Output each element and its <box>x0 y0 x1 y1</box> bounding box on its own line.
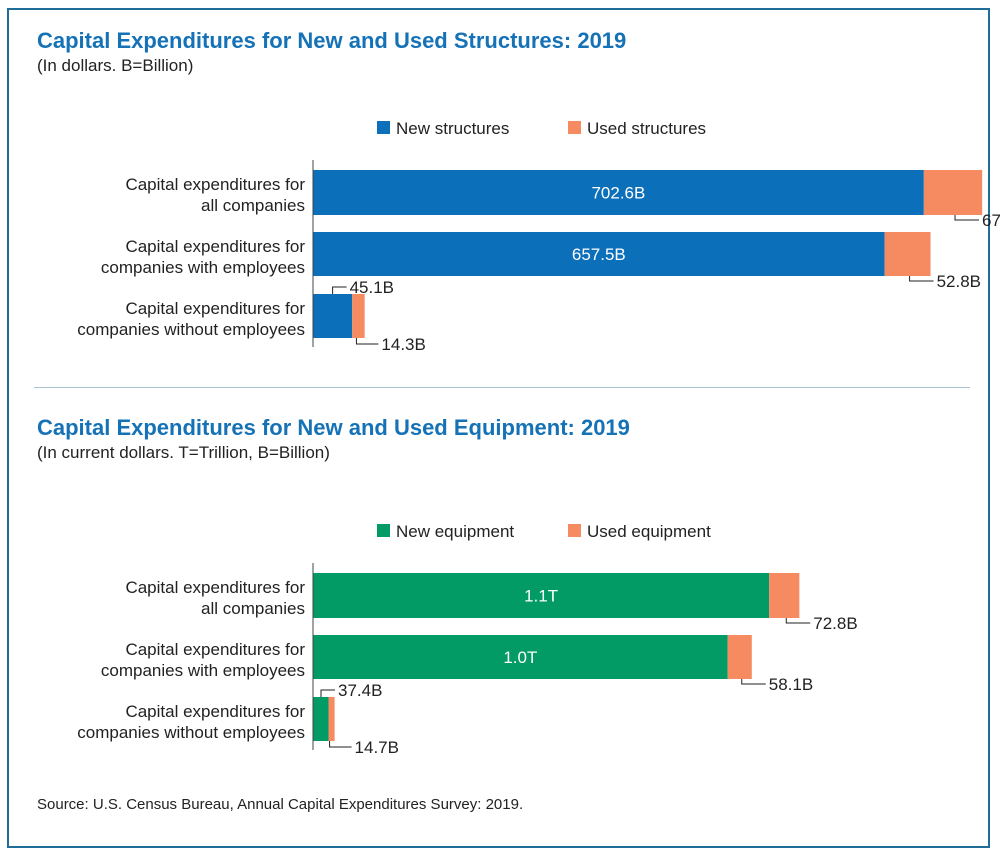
category-label: Capital expenditures for <box>125 175 305 194</box>
data-label-new: 45.1B <box>350 278 394 297</box>
category-label: all companies <box>201 196 305 215</box>
figure-frame <box>7 8 990 848</box>
category-label: Capital expenditures for <box>125 640 305 659</box>
legend-swatch-0 <box>377 121 390 134</box>
data-label-new: 1.0T <box>503 648 537 667</box>
bar-new <box>313 697 329 741</box>
legend-label-1: Used structures <box>587 119 706 138</box>
source-note: Source: U.S. Census Bureau, Annual Capit… <box>37 796 524 813</box>
legend-label-1: Used equipment <box>587 522 711 541</box>
legend-label-0: New equipment <box>396 522 514 541</box>
legend-swatch-0 <box>377 524 390 537</box>
bar-used <box>923 170 983 215</box>
data-label-used: 14.7B <box>355 738 399 757</box>
category-label: companies without employees <box>77 320 305 339</box>
bar-new <box>313 294 353 338</box>
bar-new <box>313 635 728 679</box>
bar-new <box>313 232 885 276</box>
bar-used <box>352 294 365 338</box>
category-label: Capital expenditures for <box>125 237 305 256</box>
leader-line-new <box>320 689 335 697</box>
data-label-new: 702.6B <box>591 184 645 203</box>
bar-new <box>313 573 770 618</box>
bar-used <box>328 697 335 741</box>
chart-1-subtitle: (In dollars. B=Billion) <box>37 56 194 75</box>
data-label-used: 72.8B <box>813 614 857 633</box>
structures-chart: New structures Used structures Capital exp… <box>77 119 1000 354</box>
bar-used <box>884 232 931 276</box>
bar-used <box>727 635 752 679</box>
category-label: all companies <box>201 599 305 618</box>
category-label: companies with employees <box>101 661 305 680</box>
equipment-chart: New equipment Used equipment Capital expen… <box>77 522 857 757</box>
data-label-used: 67.1B <box>982 211 1000 230</box>
legend-label-0: New structures <box>396 119 509 138</box>
data-label-used: 14.3B <box>381 335 425 354</box>
data-label-new: 657.5B <box>572 245 626 264</box>
legend-swatch-1 <box>568 121 581 134</box>
leader-line-used <box>954 215 980 221</box>
leader-line-used <box>785 618 811 624</box>
leader-line-used <box>329 741 352 748</box>
chart-1-title: Capital Expenditures for New and Used St… <box>37 28 627 53</box>
category-label: Capital expenditures for <box>125 578 305 597</box>
category-label: companies without employees <box>77 723 305 742</box>
legend-swatch-1 <box>568 524 581 537</box>
data-label-new: 37.4B <box>338 681 382 700</box>
leader-line-used <box>355 338 379 345</box>
category-label: Capital expenditures for <box>125 299 305 318</box>
chart-2-title: Capital Expenditures for New and Used Eq… <box>37 415 630 440</box>
section-divider <box>34 387 970 388</box>
category-label: Capital expenditures for <box>125 702 305 721</box>
leader-line-used <box>909 276 934 282</box>
bar-new <box>313 170 924 215</box>
data-label-used: 58.1B <box>769 675 813 694</box>
chart-2-subtitle: (In current dollars. T=Trillion, B=Billi… <box>37 443 330 462</box>
data-label-used: 52.8B <box>937 272 981 291</box>
bar-used <box>769 573 800 618</box>
data-label-new: 1.1T <box>524 587 558 606</box>
leader-line-used <box>741 679 766 685</box>
leader-line-new <box>332 286 347 294</box>
category-label: companies with employees <box>101 258 305 277</box>
